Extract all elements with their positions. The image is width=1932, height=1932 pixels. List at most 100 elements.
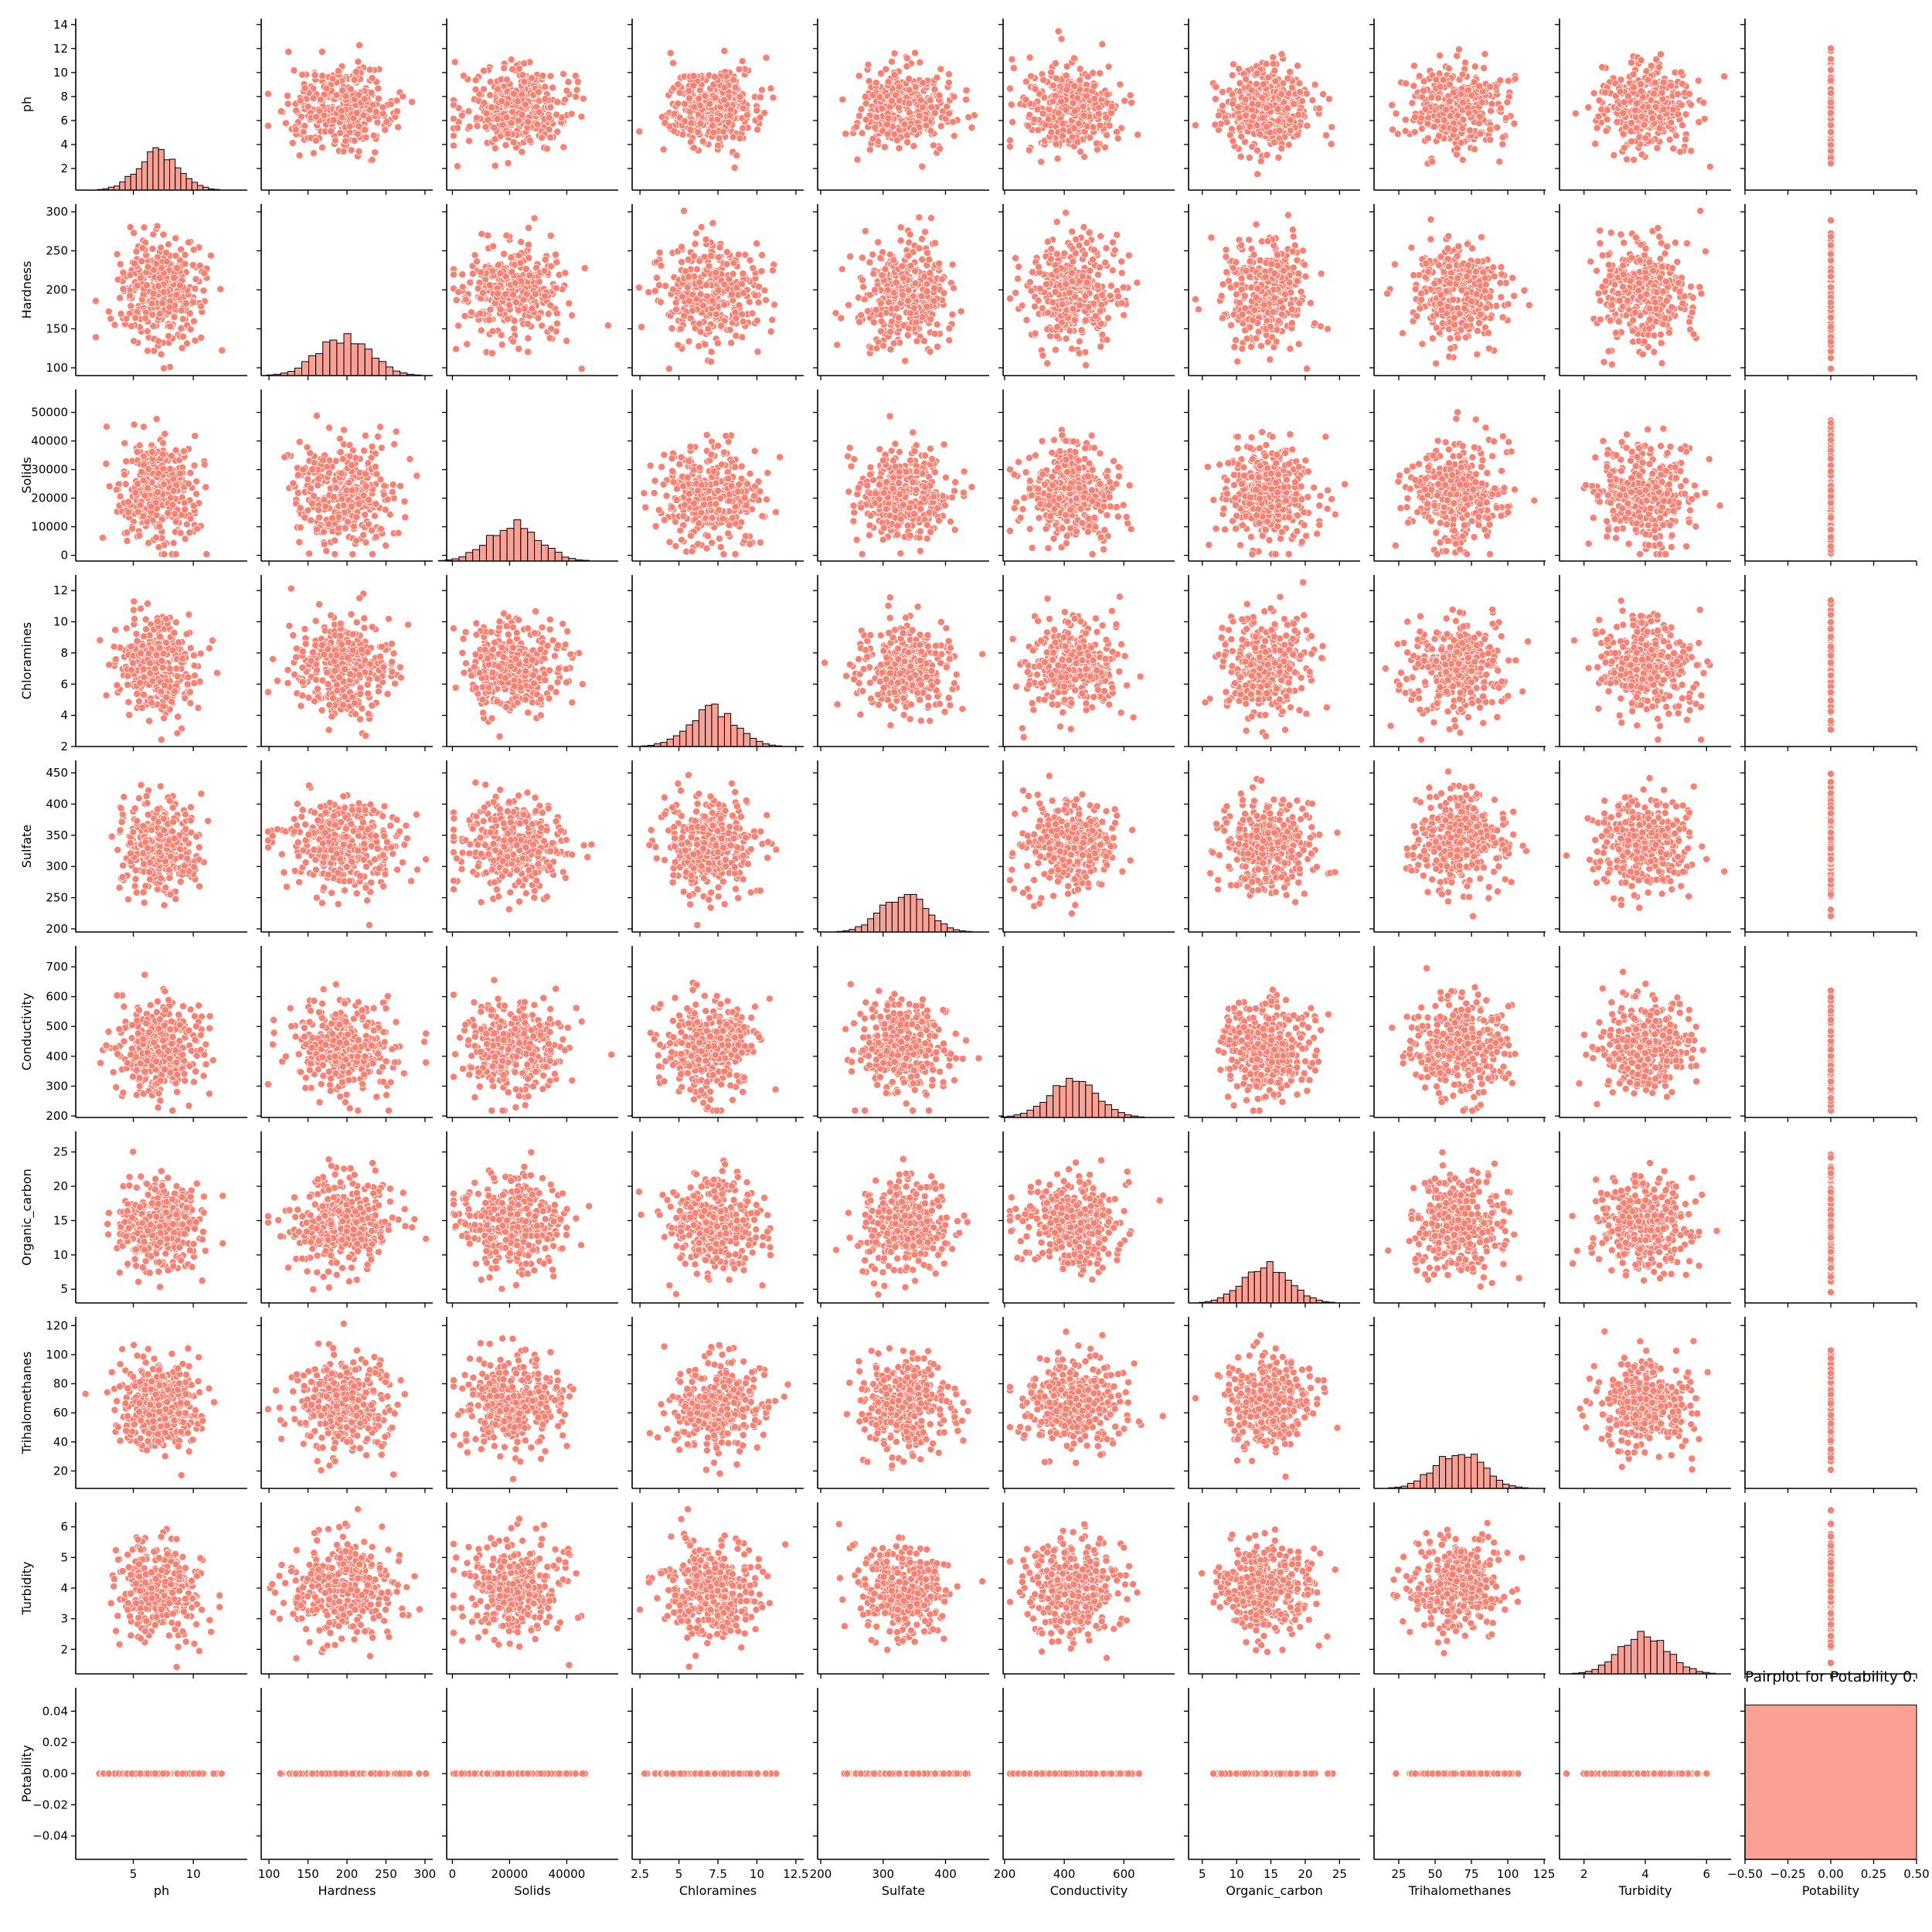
scatter-point: [1052, 60, 1059, 66]
scatter-point: [282, 120, 289, 127]
scatter-point: [732, 84, 739, 91]
scatter-point: [372, 149, 379, 156]
scatter-point: [736, 66, 743, 73]
scatter-point: [318, 144, 325, 151]
scatter-point: [547, 134, 554, 141]
scatter-point: [906, 100, 913, 107]
scatter-point: [521, 78, 528, 85]
scatter-point: [460, 72, 467, 79]
scatter-point: [355, 58, 362, 65]
scatter-point: [906, 87, 913, 94]
scatter-point: [560, 70, 566, 77]
scatter-point: [503, 77, 510, 83]
scatter-point: [1083, 93, 1090, 100]
scatter-point: [1045, 116, 1052, 123]
scatter-point: [352, 68, 359, 75]
scatter-point: [317, 96, 324, 103]
scatter-point: [573, 87, 580, 94]
scatter-point: [1025, 122, 1032, 129]
scatter-point: [937, 123, 944, 130]
scatter-point: [872, 80, 879, 87]
scatter-point: [1276, 127, 1283, 134]
scatter-point: [1071, 83, 1078, 90]
scatter-point: [690, 82, 697, 89]
scatter-point: [872, 124, 879, 131]
scatter-point: [930, 142, 937, 149]
scatter-point: [368, 89, 375, 96]
scatter-point: [572, 94, 579, 100]
scatter-point: [292, 126, 299, 133]
scatter-point: [895, 104, 902, 111]
scatter-point: [465, 107, 472, 114]
scatter-point: [1070, 55, 1077, 62]
scatter-point: [578, 113, 585, 120]
panel-ph-vs-Organic_carbon: [1184, 19, 1360, 195]
scatter-point: [910, 142, 917, 149]
scatter-point: [923, 122, 930, 129]
scatter-point: [466, 123, 473, 130]
scatter-point: [1328, 124, 1335, 131]
scatter-point: [733, 152, 740, 159]
scatter-point: [675, 100, 682, 107]
scatter-point: [450, 142, 457, 149]
scatter-point: [706, 100, 713, 107]
scatter-point: [494, 86, 501, 93]
histogram-bar: [170, 159, 175, 190]
scatter-point: [563, 87, 570, 94]
scatter-point: [1090, 124, 1097, 131]
scatter-point: [1254, 171, 1261, 178]
scatter-point: [709, 122, 716, 129]
scatter-point: [509, 66, 516, 73]
scatter-point: [739, 58, 746, 65]
scatter-point: [757, 114, 764, 121]
scatter-point: [1270, 60, 1277, 67]
scatter-point: [1054, 155, 1061, 162]
panel-ph-vs-ph: 2468101214: [53, 18, 247, 195]
scatter-point: [354, 131, 361, 138]
scatter-point: [296, 152, 303, 159]
scatter-point: [869, 91, 876, 98]
scatter-point: [482, 124, 489, 131]
scatter-point: [1075, 120, 1082, 127]
scatter-point: [753, 126, 760, 133]
scatter-point: [505, 160, 512, 167]
scatter-point: [1297, 88, 1304, 95]
histogram-bar: [181, 173, 186, 190]
scatter-point: [881, 144, 888, 151]
scatter-point: [338, 107, 345, 114]
scatter-point: [454, 124, 461, 131]
y-tick-label: 12: [53, 42, 68, 56]
scatter-point: [547, 73, 554, 80]
scatter-point: [514, 98, 521, 105]
scatter-point: [560, 144, 567, 151]
scatter-point: [488, 104, 495, 111]
scatter-point: [1278, 51, 1285, 58]
scatter-point: [910, 127, 917, 134]
scatter-point: [473, 114, 480, 121]
scatter-point: [346, 123, 353, 130]
scatter-point: [366, 66, 373, 73]
scatter-point: [535, 89, 542, 96]
scatter-point: [1127, 92, 1134, 99]
scatter-point: [1069, 134, 1076, 141]
histogram-bar: [164, 160, 169, 190]
scatter-point: [753, 107, 760, 114]
scatter-point: [912, 83, 919, 90]
scatter-point: [1117, 81, 1124, 88]
scatter-point: [542, 83, 549, 90]
scatter-point: [1053, 75, 1060, 82]
scatter-point: [348, 147, 355, 154]
scatter-point: [876, 94, 883, 100]
scatter-point: [335, 67, 342, 74]
scatter-point: [731, 164, 738, 171]
scatter-point: [1253, 122, 1260, 129]
scatter-point: [519, 111, 526, 118]
scatter-point: [487, 78, 494, 85]
scatter-point: [1128, 99, 1135, 106]
scatter-point: [474, 123, 481, 130]
scatter-point: [919, 163, 926, 170]
scatter-point: [1114, 135, 1121, 142]
scatter-point: [340, 148, 347, 155]
scatter-point: [1294, 131, 1301, 138]
scatter-point: [767, 85, 774, 92]
